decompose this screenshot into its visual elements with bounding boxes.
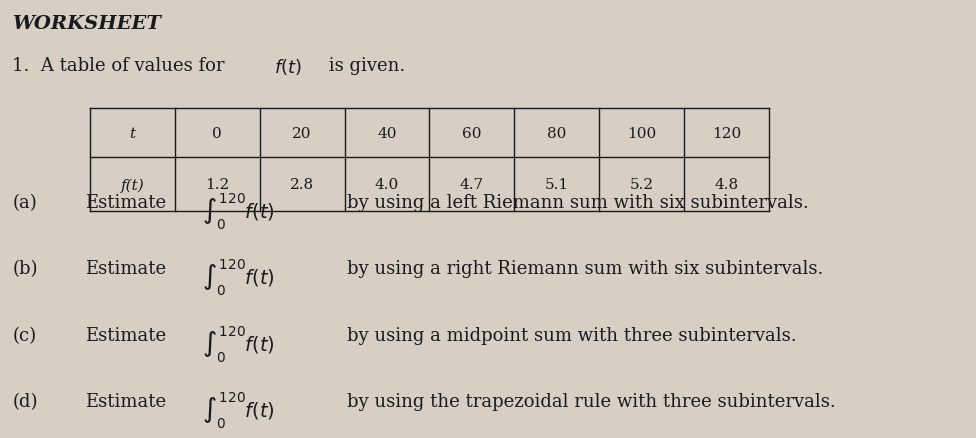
Text: 120: 120	[712, 126, 741, 140]
Text: by using a left Riemann sum with six subintervals.: by using a left Riemann sum with six sub…	[347, 193, 809, 211]
Text: 4.8: 4.8	[714, 178, 739, 192]
Text: 20: 20	[293, 126, 312, 140]
Text: 5.1: 5.1	[545, 178, 569, 192]
Text: by using a right Riemann sum with six subintervals.: by using a right Riemann sum with six su…	[347, 260, 824, 278]
Text: 5.2: 5.2	[630, 178, 654, 192]
Text: f(t): f(t)	[121, 178, 144, 192]
Text: Estimate: Estimate	[85, 326, 166, 344]
Text: 40: 40	[377, 126, 396, 140]
Text: 4.7: 4.7	[460, 178, 484, 192]
Text: 2.8: 2.8	[290, 178, 314, 192]
Text: by using the trapezoidal rule with three subintervals.: by using the trapezoidal rule with three…	[347, 392, 835, 410]
Text: 1.2: 1.2	[205, 178, 229, 192]
Text: $\int_0^{120} f(t)$: $\int_0^{120} f(t)$	[201, 258, 274, 298]
Text: Estimate: Estimate	[85, 392, 166, 410]
Text: by using a midpoint sum with three subintervals.: by using a midpoint sum with three subin…	[347, 326, 796, 344]
Text: t: t	[130, 126, 136, 140]
Text: 1.  A table of values for: 1. A table of values for	[13, 57, 230, 74]
Text: 80: 80	[547, 126, 566, 140]
Text: 0: 0	[213, 126, 223, 140]
Text: $\int_0^{120} f(t)$: $\int_0^{120} f(t)$	[201, 390, 274, 430]
Text: Estimate: Estimate	[85, 260, 166, 278]
Text: $f(t)$: $f(t)$	[274, 57, 303, 77]
Text: WORKSHEET: WORKSHEET	[13, 15, 161, 33]
Text: (b): (b)	[13, 260, 38, 278]
Text: Estimate: Estimate	[85, 193, 166, 211]
Text: (d): (d)	[13, 392, 38, 410]
Text: 100: 100	[627, 126, 656, 140]
Text: $\int_0^{120} f(t)$: $\int_0^{120} f(t)$	[201, 191, 274, 231]
Text: 4.0: 4.0	[375, 178, 399, 192]
Text: 60: 60	[462, 126, 481, 140]
Text: is given.: is given.	[323, 57, 405, 74]
Text: $\int_0^{120} f(t)$: $\int_0^{120} f(t)$	[201, 324, 274, 364]
Text: (c): (c)	[13, 326, 36, 344]
Text: (a): (a)	[13, 193, 37, 211]
